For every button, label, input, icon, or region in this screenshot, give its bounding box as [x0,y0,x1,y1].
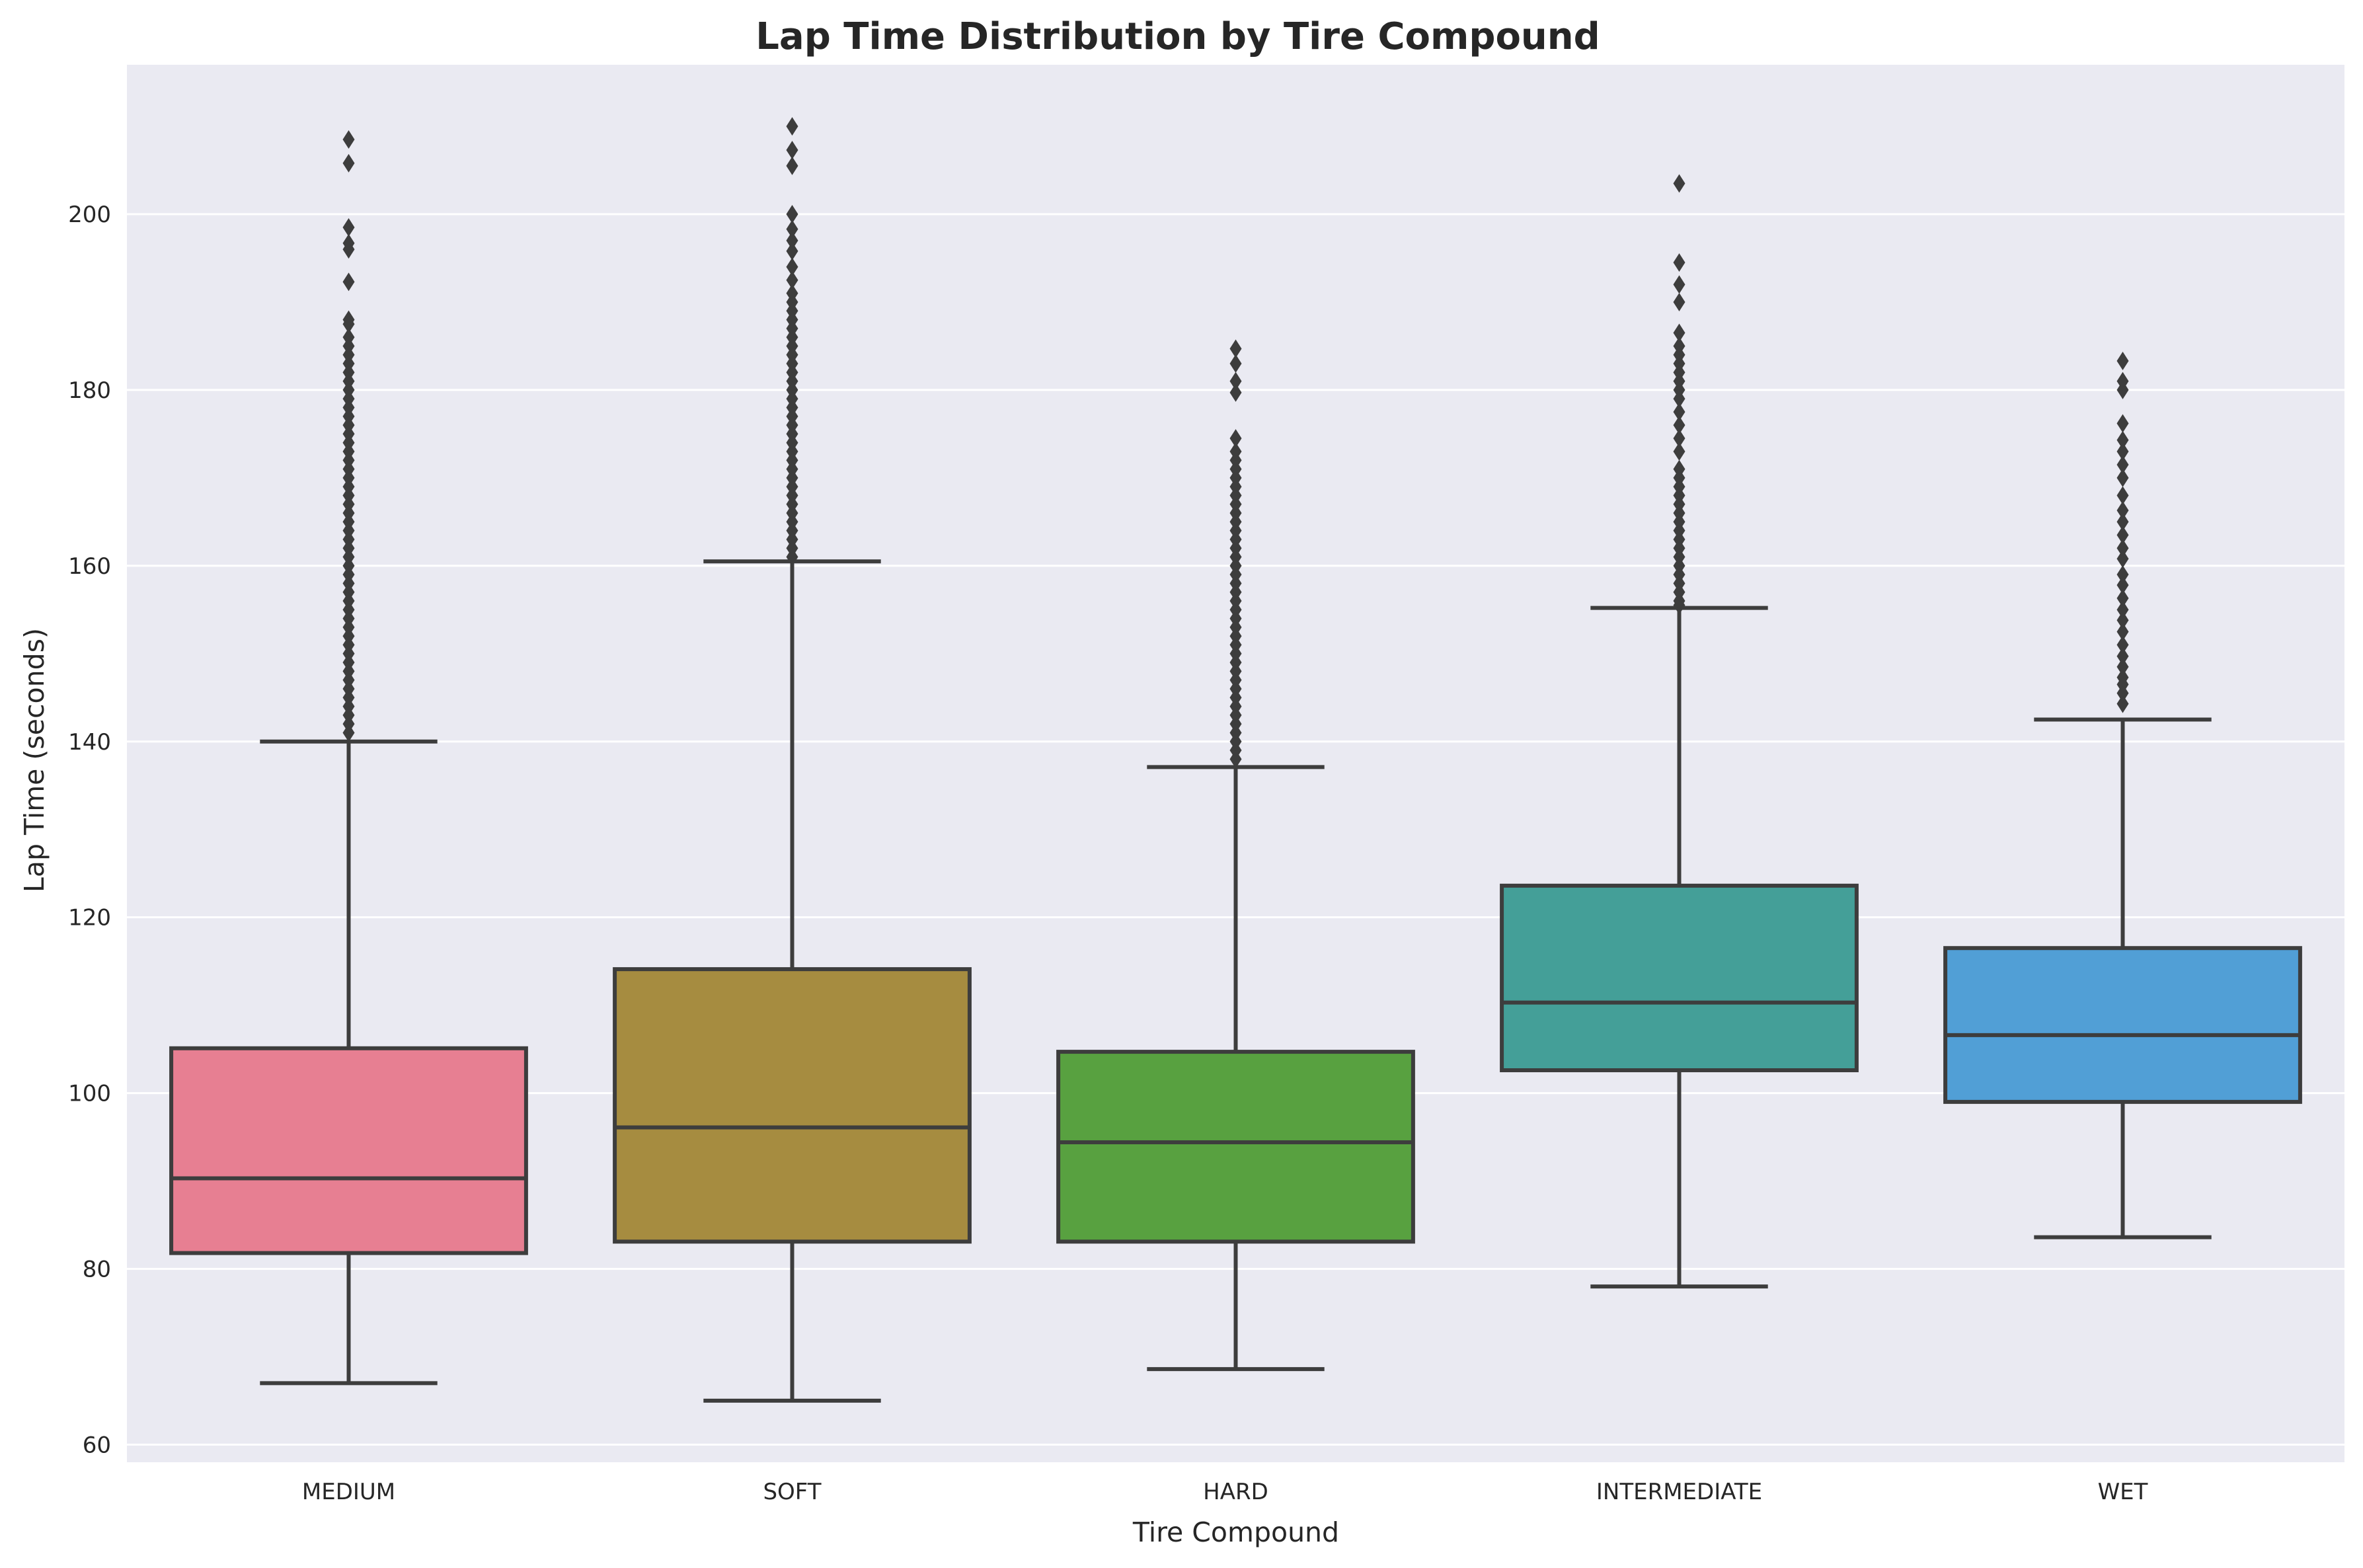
outlier-point [2116,565,2129,584]
outlier-point [1673,292,1685,311]
outlier-point [2116,549,2129,568]
y-tick-label: 60 [83,1432,111,1458]
outlier-point [342,328,355,347]
iqr-box [1056,1050,1415,1244]
iqr-box [613,967,972,1244]
outlier-point [786,156,798,175]
outlier-point [1673,459,1685,479]
outlier-point [2116,352,2129,371]
outlier-point [2116,539,2129,558]
outlier-point [2116,647,2129,666]
outlier-point [2116,501,2129,520]
y-tick-label: 140 [68,729,111,756]
y-tick-label: 80 [83,1256,111,1282]
outlier-point [1673,253,1685,272]
x-tick-label: INTERMEDIATE [1596,1479,1762,1505]
outlier-point [1673,275,1685,294]
outlier-point [2116,430,2129,450]
x-tick-labels: MEDIUM SOFT HARD INTERMEDIATE WET [302,1479,2148,1505]
outlier-point [786,241,798,260]
outlier-point [786,231,798,250]
y-tick-label: 120 [68,905,111,931]
outlier-point [2116,486,2129,505]
box-group-wet [1943,352,2302,1239]
outlier-point [342,153,355,173]
chart-title: Lap Time Distribution by Tire Compound [755,15,1600,58]
outlier-point [1673,403,1685,422]
outlier-point [2116,622,2129,641]
x-axis-label: Tire Compound [1132,1516,1339,1548]
outlier-point [1229,339,1242,358]
outlier-point [1673,442,1685,461]
y-tick-label: 200 [68,202,111,228]
outlier-point [2116,526,2129,545]
outlier-point [2116,414,2129,433]
outlier-point [2116,600,2129,619]
outlier-point [342,130,355,149]
outlier-point [1229,383,1242,402]
outlier-point [2116,668,2129,687]
outlier-point [342,310,355,329]
y-tick-label: 180 [68,377,111,404]
y-tick-label: 100 [68,1081,111,1107]
outlier-point [2116,611,2129,630]
outlier-point [2116,468,2129,487]
y-axis-label: Lap Time (seconds) [19,628,50,892]
box-group-soft [613,117,972,1403]
outlier-point [2116,455,2129,474]
x-tick-label: HARD [1203,1479,1268,1505]
outlier-point [1229,442,1242,461]
iqr-box [1500,883,1859,1073]
outlier-point [2116,372,2129,391]
outlier-point [2116,512,2129,531]
outlier-point [1673,174,1685,193]
outlier-point [2116,442,2129,461]
outlier-point [2116,635,2129,654]
outlier-point [2116,589,2129,608]
outlier-point [1229,354,1242,373]
outlier-point [1673,323,1685,342]
outlier-point [786,140,798,159]
y-tick-labels: 60 80 100 120 140 160 180 200 [68,202,111,1458]
outlier-point [2116,694,2129,713]
outlier-point [786,257,798,276]
outlier-point [1673,336,1685,356]
outlier-point [1229,372,1242,391]
outlier-point [1673,429,1685,448]
outlier-point [342,217,355,237]
box-series [169,117,2302,1403]
outlier-point [342,272,355,292]
outlier-point [2116,576,2129,595]
x-tick-label: WET [2098,1479,2148,1505]
outlier-point [786,205,798,224]
x-tick-label: MEDIUM [302,1479,395,1505]
outlier-point [2116,657,2129,676]
outlier-point [342,233,355,253]
outlier-point [786,117,798,136]
iqr-box [1943,946,2302,1104]
box-group-intermediate [1500,174,1859,1289]
box-group-hard [1056,339,1415,1372]
outlier-point [1673,416,1685,435]
y-tick-label: 160 [68,553,111,580]
outlier-point [786,270,798,290]
box-group-medium [169,130,528,1386]
iqr-box [169,1046,528,1255]
outlier-point [1229,429,1242,448]
outlier-point [786,219,798,239]
outlier-point [786,284,798,303]
x-tick-label: SOFT [763,1479,821,1505]
